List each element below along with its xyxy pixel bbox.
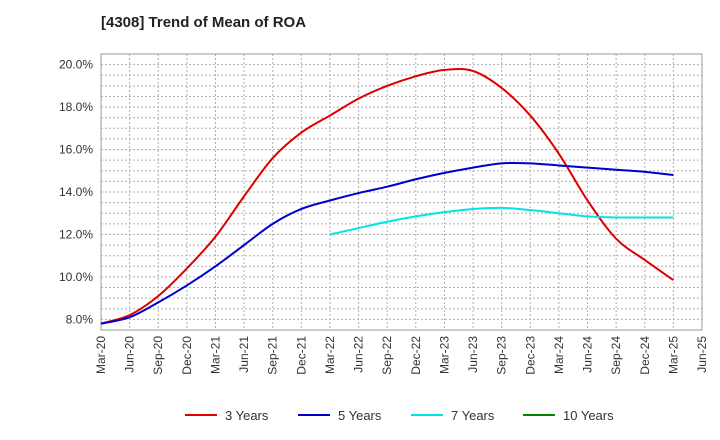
series-lines (100, 67, 674, 325)
x-tick-label: Dec-20 (180, 336, 194, 375)
x-tick-label: Jun-24 (581, 336, 595, 373)
x-tick-label: Dec-24 (638, 336, 652, 375)
x-tick-label: Jun-22 (352, 336, 366, 373)
x-tick-label: Jun-20 (123, 336, 137, 373)
grid (100, 54, 703, 330)
x-tick-label: Sep-23 (495, 336, 509, 375)
x-tick-label: Mar-23 (437, 336, 451, 374)
legend: 3 Years 5 Years 7 Years 10 Years (185, 408, 614, 423)
legend-label-3-years: 3 Years (225, 408, 269, 423)
y-tick-label: 12.0% (59, 227, 93, 241)
x-tick-label: Mar-25 (666, 336, 680, 374)
y-tick-label: 18.0% (59, 100, 93, 114)
y-tick-label: 20.0% (59, 58, 93, 72)
series-line-5-years (100, 161, 674, 325)
legend-label-10-years: 10 Years (563, 408, 614, 423)
x-tick-label: Mar-21 (208, 336, 222, 374)
x-tick-label: Mar-20 (94, 336, 108, 374)
x-axis-ticks: Mar-20 Jun-20 Sep-20 Dec-20 Mar-21 Jun-21 Sep-… (94, 336, 709, 375)
y-axis-ticks: 8.0% 10.0% 12.0% 14.0% 16.0% 18.0% 20.0% (59, 58, 93, 327)
x-tick-label: Mar-24 (552, 336, 566, 374)
legend-label-7-years: 7 Years (451, 408, 495, 423)
x-tick-label: Sep-21 (266, 336, 280, 375)
chart-title: [4308] Trend of Mean of ROA (101, 14, 307, 31)
y-tick-label: 14.0% (59, 185, 93, 199)
x-tick-label: Sep-24 (609, 336, 623, 375)
y-tick-label: 16.0% (59, 143, 93, 157)
plot-area-frame (100, 53, 703, 331)
x-tick-label: Sep-20 (151, 336, 165, 375)
series-line-3-years (100, 67, 674, 325)
x-tick-label: Mar-22 (323, 336, 337, 374)
x-tick-label: Dec-21 (294, 336, 308, 375)
x-tick-label: Jun-21 (237, 336, 251, 373)
x-tick-label: Jun-23 (466, 336, 480, 373)
x-tick-label: Dec-23 (523, 336, 537, 375)
legend-label-5-years: 5 Years (338, 408, 382, 423)
series-line-7-years (329, 206, 674, 236)
y-tick-label: 8.0% (66, 312, 94, 326)
x-tick-label: Dec-22 (409, 336, 423, 375)
y-tick-label: 10.0% (59, 270, 93, 284)
x-tick-label: Sep-22 (380, 336, 394, 375)
x-tick-label: Jun-25 (695, 336, 709, 373)
